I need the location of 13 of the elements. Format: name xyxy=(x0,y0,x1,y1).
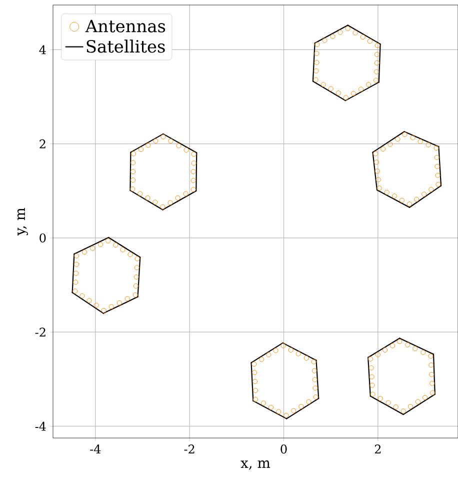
x-tick-label: -2 xyxy=(184,444,194,454)
x-tick-label: 2 xyxy=(374,444,381,454)
y-tick-label: -2 xyxy=(35,328,46,337)
y-tick-label: 4 xyxy=(39,45,46,54)
y-axis-title: y, m xyxy=(17,208,28,236)
legend-label: Satellites xyxy=(86,40,165,53)
x-axis-title: x, m xyxy=(240,460,270,470)
y-tick-label: -4 xyxy=(35,422,46,431)
y-tick-label: 2 xyxy=(40,139,46,148)
x-tick-label: -4 xyxy=(90,444,101,454)
x-tick-label: 0 xyxy=(280,444,287,454)
y-tick-label: 0 xyxy=(40,233,46,242)
legend-label: Antennas xyxy=(85,20,166,32)
